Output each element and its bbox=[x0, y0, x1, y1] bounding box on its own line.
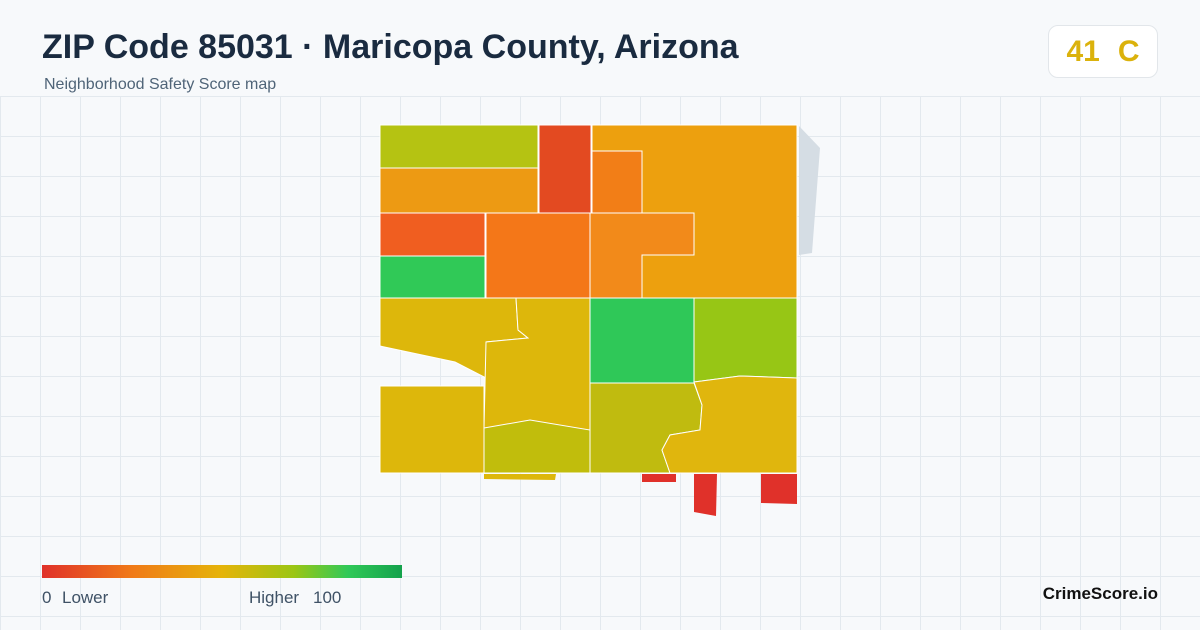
region bbox=[485, 212, 591, 301]
legend-min: 0 bbox=[42, 588, 52, 607]
region bbox=[379, 385, 485, 474]
region bbox=[661, 375, 798, 474]
region bbox=[799, 126, 820, 255]
brand: CrimeScore.io bbox=[1042, 584, 1158, 603]
region bbox=[379, 212, 486, 257]
region bbox=[379, 124, 539, 169]
legend-min-label: Lower bbox=[62, 588, 109, 607]
subtitle: Neighborhood Safety Score map bbox=[44, 76, 277, 93]
score-value: 41 bbox=[1066, 34, 1100, 68]
region bbox=[693, 297, 798, 383]
header-band bbox=[0, 0, 1200, 96]
legend-max: 100 bbox=[313, 588, 342, 607]
title: ZIP Code 85031 · Maricopa County, Arizon… bbox=[42, 28, 739, 66]
score-box: 41 C bbox=[1048, 25, 1158, 78]
region bbox=[379, 255, 486, 299]
region bbox=[694, 474, 717, 516]
region bbox=[483, 419, 591, 474]
legend-max-label: Higher bbox=[249, 588, 300, 607]
region bbox=[642, 474, 676, 482]
region bbox=[538, 124, 592, 214]
score-grade: C bbox=[1117, 34, 1140, 68]
region bbox=[761, 474, 797, 504]
legend-gradient bbox=[42, 565, 402, 578]
region bbox=[589, 297, 695, 384]
region bbox=[379, 167, 539, 214]
region bbox=[591, 150, 643, 214]
region bbox=[484, 474, 556, 480]
